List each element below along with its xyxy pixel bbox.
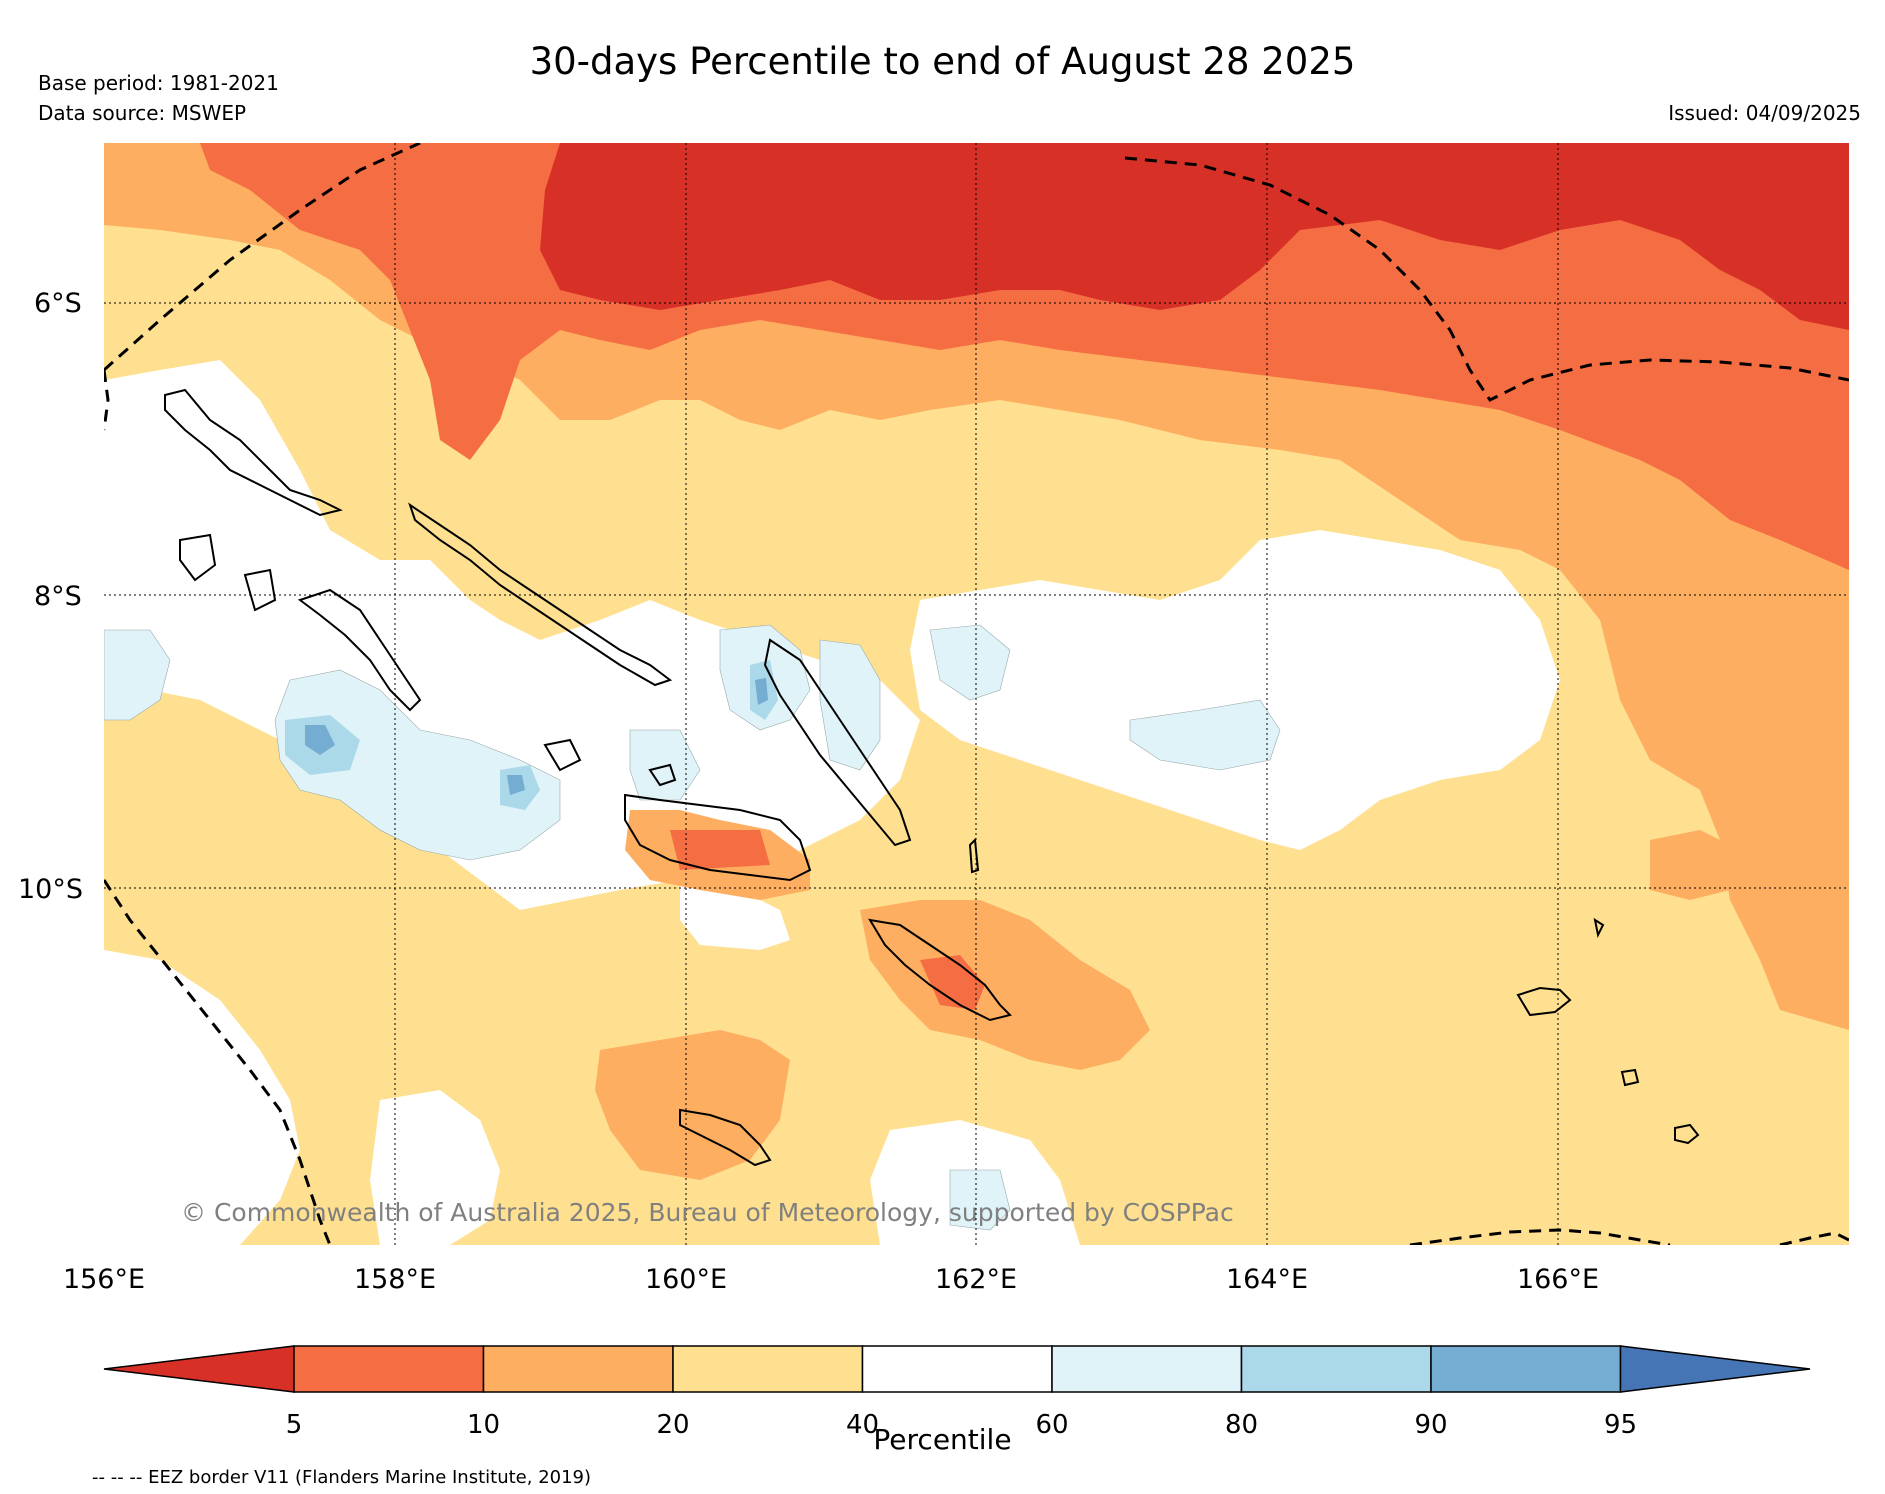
map-area [104, 143, 1849, 1245]
band-10-20 [860, 900, 1150, 1070]
island-guadalcanal [624, 793, 812, 882]
eez-border [104, 143, 1849, 1245]
data-source-note: Data source: MSWEP [38, 101, 247, 125]
base-period-note: Base period: 1981-2021 [38, 71, 279, 95]
band-40-60 [370, 1090, 500, 1245]
island-bougainville [164, 388, 343, 517]
band-60-80 [274, 669, 561, 861]
island-new-georgia [297, 588, 422, 712]
band-60-80 [629, 729, 701, 801]
band-40-60 [104, 950, 300, 1245]
island-florida [648, 763, 677, 787]
lat-label: 8°S [34, 581, 82, 612]
band-90-95 [305, 725, 335, 755]
band-below-5 [540, 143, 1849, 330]
lon-label: 160°E [645, 1264, 727, 1295]
band-60-80 [949, 1169, 1011, 1231]
lat-label: 10°S [18, 874, 83, 905]
island-kolombangara [179, 533, 217, 582]
band-60-80 [929, 624, 1011, 701]
band-60-80 [819, 639, 881, 771]
island-small-2 [1593, 917, 1605, 939]
lon-label: 156°E [63, 1264, 145, 1295]
band-40-60 [910, 530, 1560, 850]
island-choiseul [408, 502, 673, 687]
coastlines [164, 388, 1700, 1167]
band-90-95 [507, 775, 525, 795]
island-vella [243, 568, 277, 612]
band-10-20 [595, 1030, 790, 1180]
issued-date: Issued: 04/09/2025 [1668, 101, 1861, 125]
map-title: 30-days Percentile to end of August 28 2… [529, 40, 1356, 83]
band-90-95 [755, 678, 768, 705]
island-santa-cruz [1516, 986, 1572, 1017]
island-makira [679, 1108, 772, 1167]
lon-label: 158°E [354, 1264, 436, 1295]
band-5-10 [920, 955, 985, 1010]
lon-label: 164°E [1226, 1264, 1308, 1295]
lon-label: 162°E [935, 1264, 1017, 1295]
band-5-10 [670, 830, 770, 870]
island-santa-isabel [763, 638, 912, 847]
band-10-20 [1650, 830, 1740, 900]
band-60-80 [104, 629, 171, 721]
copyright-notice: © Commonwealth of Australia 2025, Bureau… [181, 1198, 1234, 1227]
island-malaita [868, 918, 1012, 1022]
island-reef [1620, 1068, 1640, 1087]
island-vanikoro [1674, 1123, 1700, 1145]
island-russell [543, 738, 582, 772]
band-40-60 [104, 360, 920, 910]
band-60-80 [1129, 699, 1281, 771]
colorbar-title: Percentile [873, 1423, 1012, 1456]
lon-label: 166°E [1517, 1264, 1599, 1295]
eez-legend-note: -- -- -- EEZ border V11 (Flanders Marine… [92, 1467, 592, 1488]
band-40-60 [680, 880, 790, 950]
island-small-1 [968, 837, 980, 874]
lat-label: 6°S [34, 288, 82, 319]
